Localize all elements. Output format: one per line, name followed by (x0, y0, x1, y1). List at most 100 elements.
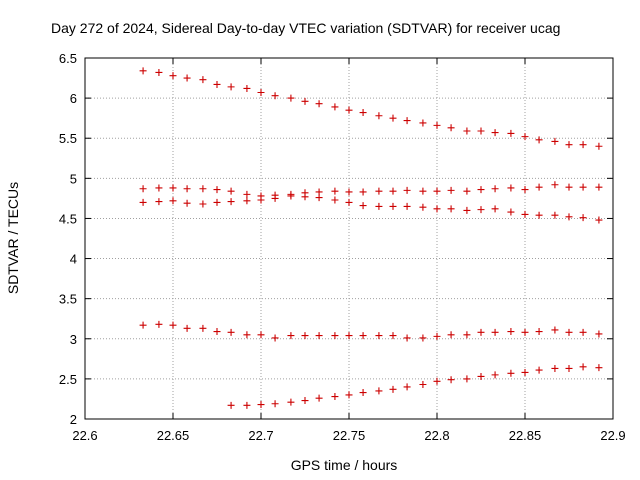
data-point (535, 136, 543, 144)
data-point (419, 203, 427, 211)
data-point (403, 186, 411, 194)
x-tick-label: 22.9 (600, 428, 625, 443)
data-point (213, 198, 221, 206)
data-point (243, 401, 251, 409)
data-point (227, 187, 235, 195)
data-point (287, 398, 295, 406)
data-point (551, 137, 559, 145)
data-point (521, 133, 529, 141)
data-point (199, 185, 207, 193)
series-series-c (139, 192, 603, 224)
y-tick-label: 5.5 (59, 131, 77, 146)
data-point (389, 385, 397, 393)
data-point (565, 213, 573, 221)
data-point (271, 194, 279, 202)
data-point (419, 187, 427, 195)
data-point (551, 326, 559, 334)
data-point (139, 198, 147, 206)
data-point (403, 383, 411, 391)
x-tick-label: 22.7 (248, 428, 273, 443)
data-point (331, 187, 339, 195)
data-point (433, 377, 441, 385)
data-point (183, 74, 191, 82)
data-point (477, 127, 485, 135)
data-point (301, 193, 309, 201)
data-point (521, 328, 529, 336)
data-point (507, 184, 515, 192)
y-tick-label: 6.5 (59, 51, 77, 66)
x-tick-label: 22.85 (509, 428, 542, 443)
data-point (257, 88, 265, 96)
data-point (447, 331, 455, 339)
data-point (521, 210, 529, 218)
data-point (535, 211, 543, 219)
data-point (199, 200, 207, 208)
data-point (419, 334, 427, 342)
data-point (463, 331, 471, 339)
data-point (301, 332, 309, 340)
y-axis-label: SDTVAR / TECUs (5, 182, 21, 294)
data-point (287, 192, 295, 200)
series-series-e (227, 363, 603, 409)
data-point (491, 205, 499, 213)
point-layer (139, 67, 603, 409)
data-point (447, 205, 455, 213)
data-point (315, 194, 323, 202)
data-point (595, 183, 603, 191)
data-point (535, 366, 543, 374)
data-point (287, 332, 295, 340)
data-point (359, 202, 367, 210)
data-point (595, 142, 603, 150)
data-point (403, 117, 411, 125)
data-point (169, 197, 177, 205)
data-point (139, 185, 147, 193)
data-point (359, 389, 367, 397)
data-point (595, 364, 603, 372)
data-point (507, 369, 515, 377)
y-tick-label: 4.5 (59, 211, 77, 226)
data-point (477, 206, 485, 214)
data-point (331, 393, 339, 401)
data-point (169, 72, 177, 80)
tick-layer: 22.6 22.65 22.7 22.75 22.8 22.85 22.9 2 2.5 3 3.5 4… (59, 51, 626, 443)
data-point (301, 97, 309, 105)
data-point (389, 332, 397, 340)
x-tick-label: 22.65 (157, 428, 190, 443)
data-point (447, 186, 455, 194)
data-point (271, 334, 279, 342)
data-point (507, 129, 515, 137)
data-point (169, 321, 177, 329)
series-series-b (139, 181, 603, 200)
x-tick-label: 22.6 (72, 428, 97, 443)
series-series-d (139, 320, 603, 342)
data-point (271, 400, 279, 408)
data-point (375, 112, 383, 120)
data-point (551, 181, 559, 189)
data-point (419, 381, 427, 389)
data-point (375, 187, 383, 195)
data-point (579, 328, 587, 336)
data-point (155, 198, 163, 206)
data-point (551, 211, 559, 219)
data-point (345, 188, 353, 196)
data-point (287, 94, 295, 102)
data-point (345, 391, 353, 399)
data-point (227, 328, 235, 336)
data-point (477, 372, 485, 380)
data-point (359, 332, 367, 340)
data-point (491, 328, 499, 336)
data-point (345, 332, 353, 340)
data-point (199, 324, 207, 332)
y-tick-label: 4 (70, 252, 77, 267)
x-axis-label: GPS time / hours (291, 457, 398, 473)
data-point (183, 199, 191, 207)
data-point (389, 187, 397, 195)
data-point (551, 364, 559, 372)
data-point (579, 363, 587, 371)
data-point (139, 321, 147, 329)
data-point (433, 205, 441, 213)
data-point (595, 330, 603, 338)
data-point (477, 186, 485, 194)
series-series-a (139, 67, 603, 150)
